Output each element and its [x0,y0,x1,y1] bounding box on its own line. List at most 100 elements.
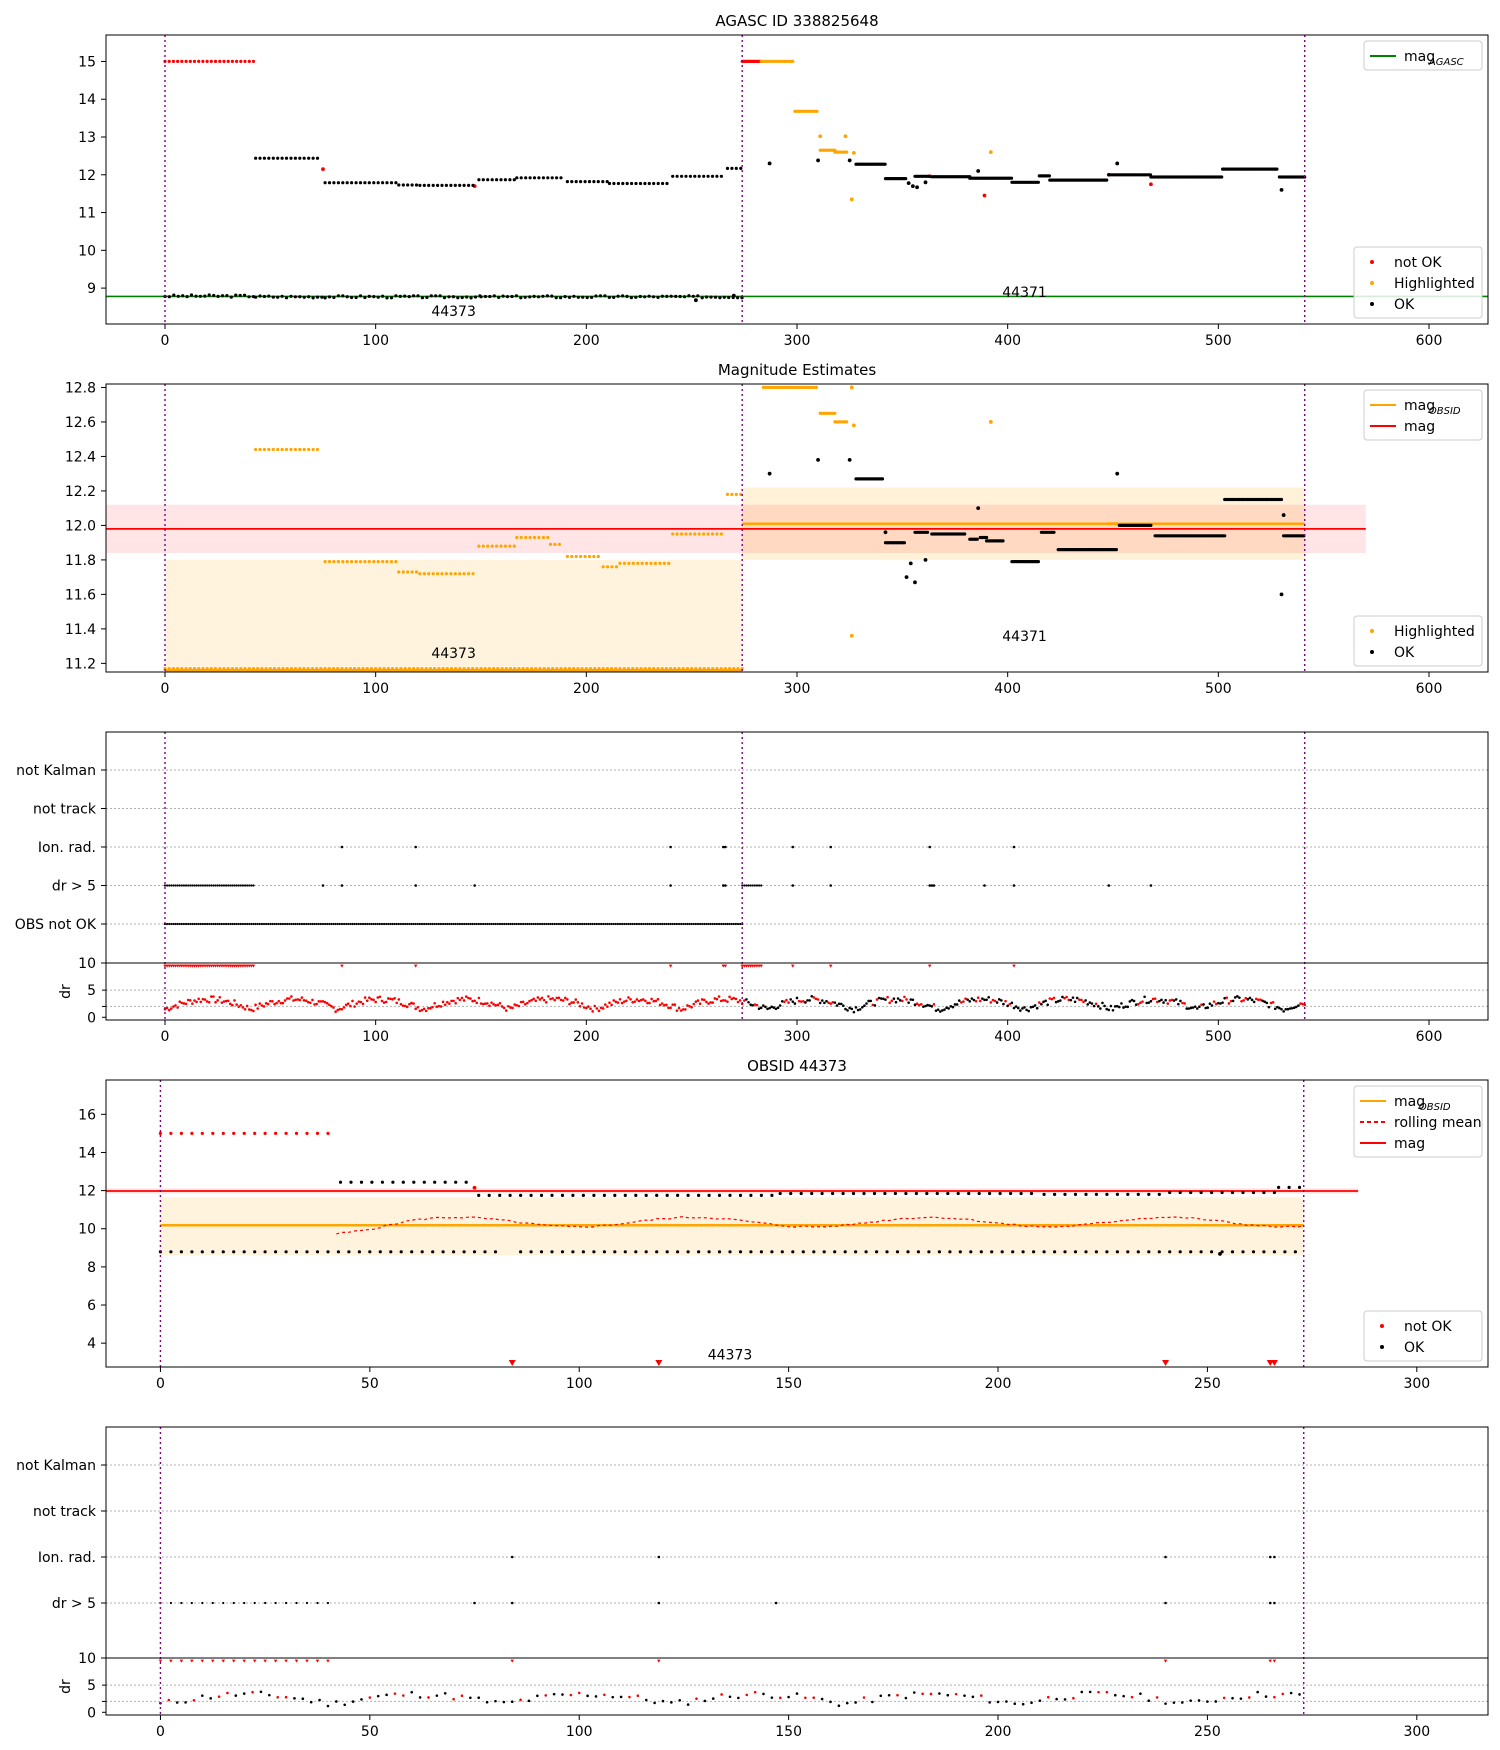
data-point [1251,1190,1256,1195]
data-point [914,1191,919,1196]
flag-point [222,1601,225,1605]
dr-point [1155,1696,1159,1699]
data-point [276,447,280,452]
data-point [883,162,887,166]
data-point [913,580,917,585]
dr-point [1038,1699,1042,1702]
flag-point [507,922,510,926]
data-point [587,554,592,559]
dr-point [677,1006,681,1010]
data-point [532,176,537,180]
dr-point [650,997,653,1001]
dr-point [429,1007,432,1010]
flag-point [227,922,230,926]
data-point [1223,534,1227,538]
dr-point [890,999,894,1003]
flag-point [486,922,489,926]
data-point [327,181,332,185]
dr-point [1225,996,1229,999]
data-point [730,492,734,496]
dr-point [1031,1005,1035,1009]
dr-point [987,995,991,999]
data-point [1094,1192,1098,1196]
data-point [555,667,559,671]
data-point [630,181,634,186]
dr-point [207,1001,211,1004]
flag-point [216,922,219,926]
dr-point [814,997,818,1001]
flag-point [184,922,188,926]
data-point [1262,1250,1266,1254]
x-tick-label: 200 [573,333,600,349]
data-point [697,1193,701,1197]
data-point [431,572,435,576]
flag-point [174,884,177,887]
flag-point [401,922,405,926]
data-point [508,178,512,182]
dr-point [410,1690,414,1694]
dr-point [1193,1005,1197,1008]
dr-point [833,1001,837,1004]
dr-point [974,999,978,1003]
data-point [810,1191,814,1196]
data-point [854,1250,858,1254]
dr-point [1042,1000,1045,1004]
data-point [1241,1190,1245,1195]
dr-point [241,1006,245,1009]
data-point [458,572,462,576]
flag-point [574,922,577,926]
dr-point [1088,1001,1092,1004]
dr-points [158,1659,1301,1708]
dr-point [318,1698,321,1702]
flag-point [1268,1555,1272,1559]
flag-point [644,922,647,926]
dr-point [313,1003,316,1006]
data-point [538,667,542,671]
dr-clipped-marker [252,1659,257,1663]
data-point [684,532,688,536]
data-point [532,535,537,540]
data-point [592,1250,596,1254]
data-point [1084,1192,1088,1196]
axes-frame [105,34,1489,325]
data-point [976,506,981,511]
data-point [937,1250,942,1254]
dr-point [1164,1702,1167,1705]
dr-point [1242,999,1245,1002]
data-point [239,667,243,671]
data-point [660,294,665,298]
flag-point [633,922,636,926]
flag-point [241,884,245,887]
data-point [420,1250,424,1254]
data-point [601,667,605,671]
data-point [403,667,407,671]
flag-point [673,922,676,926]
dr-point [1134,1003,1138,1006]
data-point [169,1131,173,1135]
data-point [988,420,993,424]
dr-point [888,1001,891,1005]
flag-point [248,922,251,926]
flag-point [751,884,754,887]
data-point [197,667,201,671]
flag-point [328,922,331,926]
dr-point [1303,1003,1307,1007]
data-point [176,667,180,671]
data-point [596,554,600,559]
flag-point [498,922,502,926]
data-point [167,667,171,671]
dr-point [753,1690,757,1694]
data-point [738,1250,743,1254]
data-point [1001,539,1005,543]
dr-point [1023,1006,1026,1009]
data-point [332,560,336,564]
data-point [655,1193,659,1197]
dr-point [941,1009,944,1012]
data-point [401,1180,405,1184]
data-point [504,667,508,671]
data-point [636,561,640,566]
data-point [904,575,909,580]
dr-point [234,1694,238,1697]
dr-tick-label: 5 [87,983,96,999]
dr-point [886,995,889,999]
